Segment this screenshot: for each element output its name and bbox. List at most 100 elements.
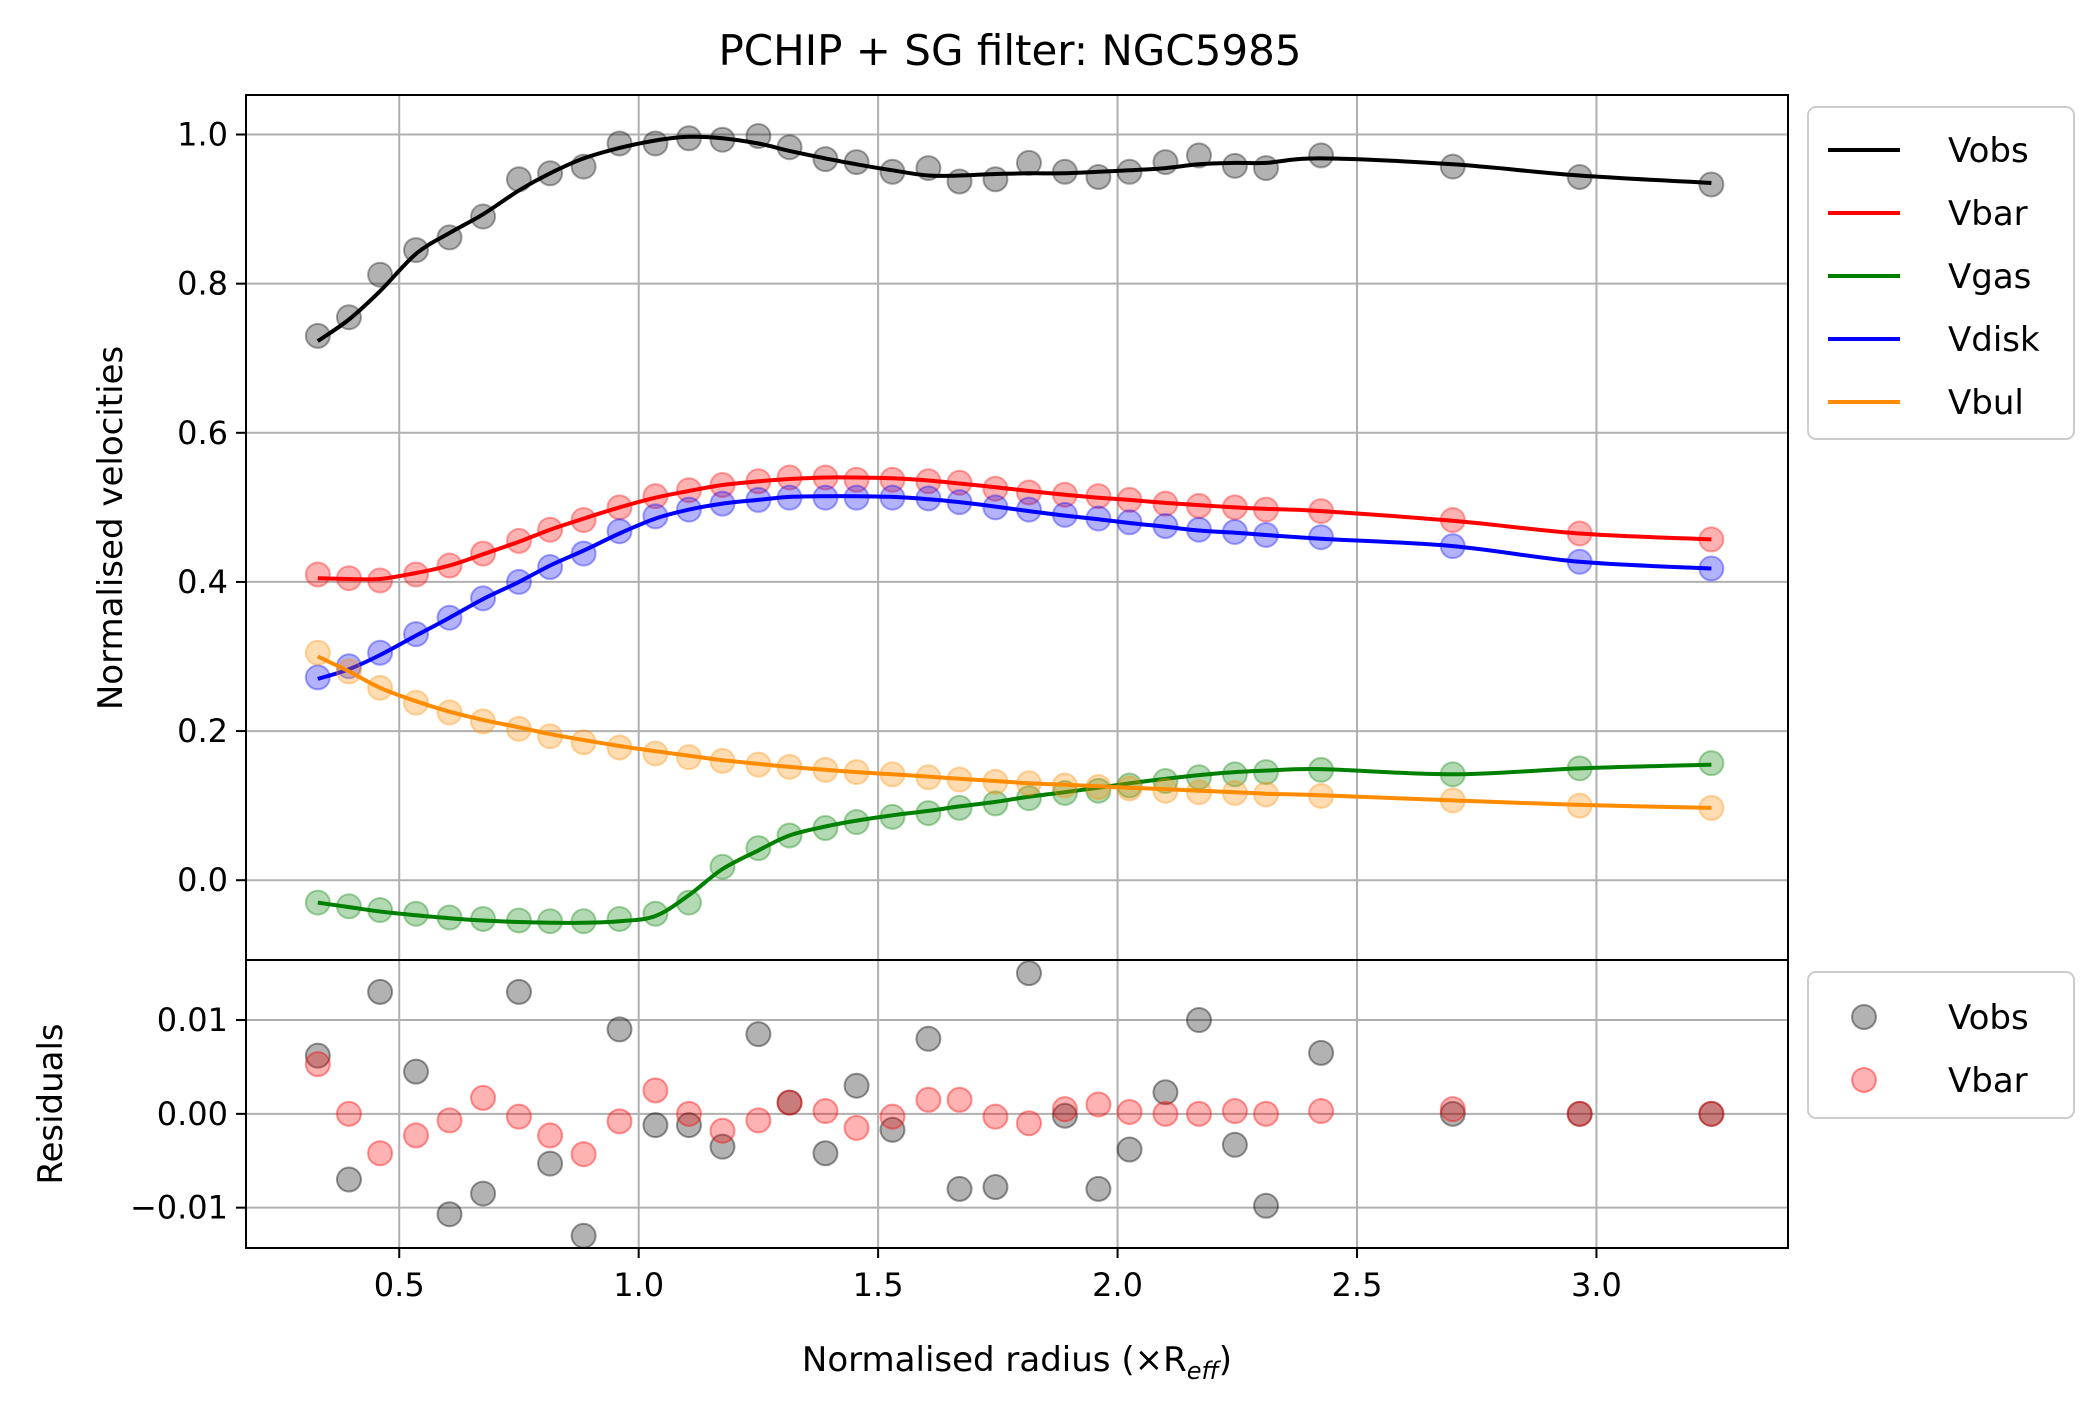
- bottom-y-tick-label: 0.01: [157, 1001, 228, 1039]
- vbar-residual-point: [745, 1107, 772, 1134]
- x-tick-label: 2.5: [1332, 1266, 1383, 1304]
- x-axis-label-close: ): [1219, 1340, 1232, 1380]
- vbar-residual-point: [1221, 1098, 1248, 1125]
- vobs-residual-point: [1051, 1102, 1078, 1129]
- vbar-residual-point: [1439, 1096, 1466, 1123]
- x-axis-label-subscript: eff: [1187, 1357, 1222, 1385]
- vbar-residual-point: [470, 1084, 497, 1111]
- vobs-point: [304, 322, 331, 349]
- vbar-residual-point: [1566, 1100, 1593, 1127]
- vobs-residual-point: [304, 1042, 331, 1069]
- top-legend: Vobs Vbar Vgas Vdisk Vbul: [1807, 106, 2075, 440]
- top-y-tick-label: 0.2: [177, 712, 228, 750]
- vobs-point: [1221, 152, 1248, 179]
- vobs-residual-point: [1253, 1192, 1280, 1219]
- vobs-residual-point: [1221, 1131, 1248, 1158]
- vbar-residual-point: [1308, 1098, 1335, 1125]
- bottom-panel-frame: [245, 959, 1789, 1249]
- vbar-residual-point: [1051, 1096, 1078, 1123]
- vbar-residual-point: [436, 1107, 463, 1134]
- vobs-residual-point: [745, 1021, 772, 1048]
- chart-title: PCHIP + SG filter: NGC5985: [718, 26, 1301, 75]
- bottom-y-axis-label: Residuals: [31, 1023, 71, 1184]
- vobs-residual-point: [1439, 1100, 1466, 1127]
- vobs-point: [982, 166, 1009, 193]
- vobs-residual-point: [1698, 1100, 1725, 1127]
- vobs-point: [1698, 171, 1725, 198]
- vobs-residual-point: [879, 1116, 906, 1143]
- vobs-residual-point: [1116, 1136, 1143, 1163]
- x-axis-label: Normalised radius (×Reff): [802, 1340, 1232, 1385]
- vbar-residual-point: [1698, 1100, 1725, 1127]
- x-tick-label: 3.0: [1571, 1266, 1622, 1304]
- vbar-residual-point: [1085, 1091, 1112, 1118]
- vobs-residual-point: [812, 1140, 839, 1167]
- vbar-residual-point: [335, 1100, 362, 1127]
- vbar-residual-point: [1116, 1098, 1143, 1125]
- x-tick-label: 2.0: [1092, 1266, 1143, 1304]
- vbar-residual-point: [776, 1089, 803, 1116]
- vobs-residual-point: [470, 1180, 497, 1207]
- vobs-residual-point: [1566, 1100, 1593, 1127]
- vobs-residual-point: [1085, 1175, 1112, 1202]
- vbar-residual-point: [606, 1108, 633, 1135]
- vbar-residual-legend-swatch: [1851, 1067, 1877, 1093]
- top-y-axis-label: Normalised velocities: [91, 346, 131, 710]
- vobs-residual-point: [675, 1112, 702, 1139]
- top-y-tick-label: 1.0: [177, 116, 228, 154]
- vbar-residual-point: [812, 1098, 839, 1125]
- vbar-residual-point: [1152, 1100, 1179, 1127]
- vobs-residual-point: [367, 978, 394, 1005]
- vobs-residual-point: [505, 978, 532, 1005]
- vobs-point: [1085, 164, 1112, 191]
- vobs-point: [1253, 155, 1280, 182]
- bottom-y-tick-label: 0.00: [157, 1095, 228, 1133]
- vbar-residual-point: [304, 1051, 331, 1078]
- vbul-legend-label: Vbul: [1948, 383, 2024, 423]
- vobs-residual-point: [606, 1016, 633, 1043]
- vobs-point: [1015, 149, 1042, 176]
- vobs-residual-point: [843, 1072, 870, 1099]
- top-y-tick-label: 0.6: [177, 414, 228, 452]
- vobs-residual-point: [436, 1201, 463, 1228]
- vbar-residual-legend-label: Vbar: [1948, 1061, 2028, 1101]
- bottom-y-tick-label: −0.01: [130, 1189, 228, 1227]
- vobs-residual-point: [982, 1174, 1009, 1201]
- vbar-point: [304, 561, 331, 588]
- vobs-residual-point: [403, 1058, 430, 1085]
- vobs-residual-point: [1015, 960, 1042, 987]
- vbar-residual-point: [946, 1086, 973, 1113]
- vbar-residual-point: [879, 1103, 906, 1130]
- vobs-residual-point: [570, 1222, 597, 1249]
- vobs-legend-label: Vobs: [1948, 131, 2029, 171]
- vobs-residual-point: [1185, 1007, 1212, 1034]
- vobs-residual-point: [1308, 1039, 1335, 1066]
- vbul-line: [316, 654, 1712, 810]
- vdisk-legend-label: Vdisk: [1948, 320, 2040, 360]
- vbar-residual-point: [1185, 1100, 1212, 1127]
- top-y-tick-label: 0.4: [177, 563, 228, 601]
- vbar-legend-label: Vbar: [1948, 194, 2028, 234]
- vbar-residual-point: [709, 1117, 736, 1144]
- vgas-line: [317, 762, 1712, 925]
- vbar-residual-point: [915, 1086, 942, 1113]
- vbar-residual-point: [403, 1122, 430, 1149]
- vobs-point: [403, 237, 430, 264]
- bottom-panel: −0.01 0.00 0.01 Residuals: [31, 959, 1789, 1249]
- vbar-residual-point: [1015, 1110, 1042, 1137]
- top-panel: 0.0 0.2 0.4 0.6 0.8 1.0 Normalised velocities: [91, 94, 1789, 961]
- vobs-residual-legend-label: Vobs: [1948, 998, 2029, 1038]
- vgas-legend-label: Vgas: [1948, 257, 2031, 297]
- vobs-residual-point: [709, 1133, 736, 1160]
- vbar-residual-point: [505, 1103, 532, 1130]
- vobs-residual-point: [776, 1089, 803, 1116]
- vobs-point: [1185, 142, 1212, 169]
- vbar-residual-point: [982, 1103, 1009, 1130]
- x-tick-label: 1.0: [613, 1266, 664, 1304]
- vdisk-line: [317, 494, 1712, 681]
- vbar-residual-point: [1253, 1100, 1280, 1127]
- vobs-residual-point: [537, 1150, 564, 1177]
- top-y-tick-label: 0.0: [177, 861, 228, 899]
- vbar-line: [317, 475, 1712, 582]
